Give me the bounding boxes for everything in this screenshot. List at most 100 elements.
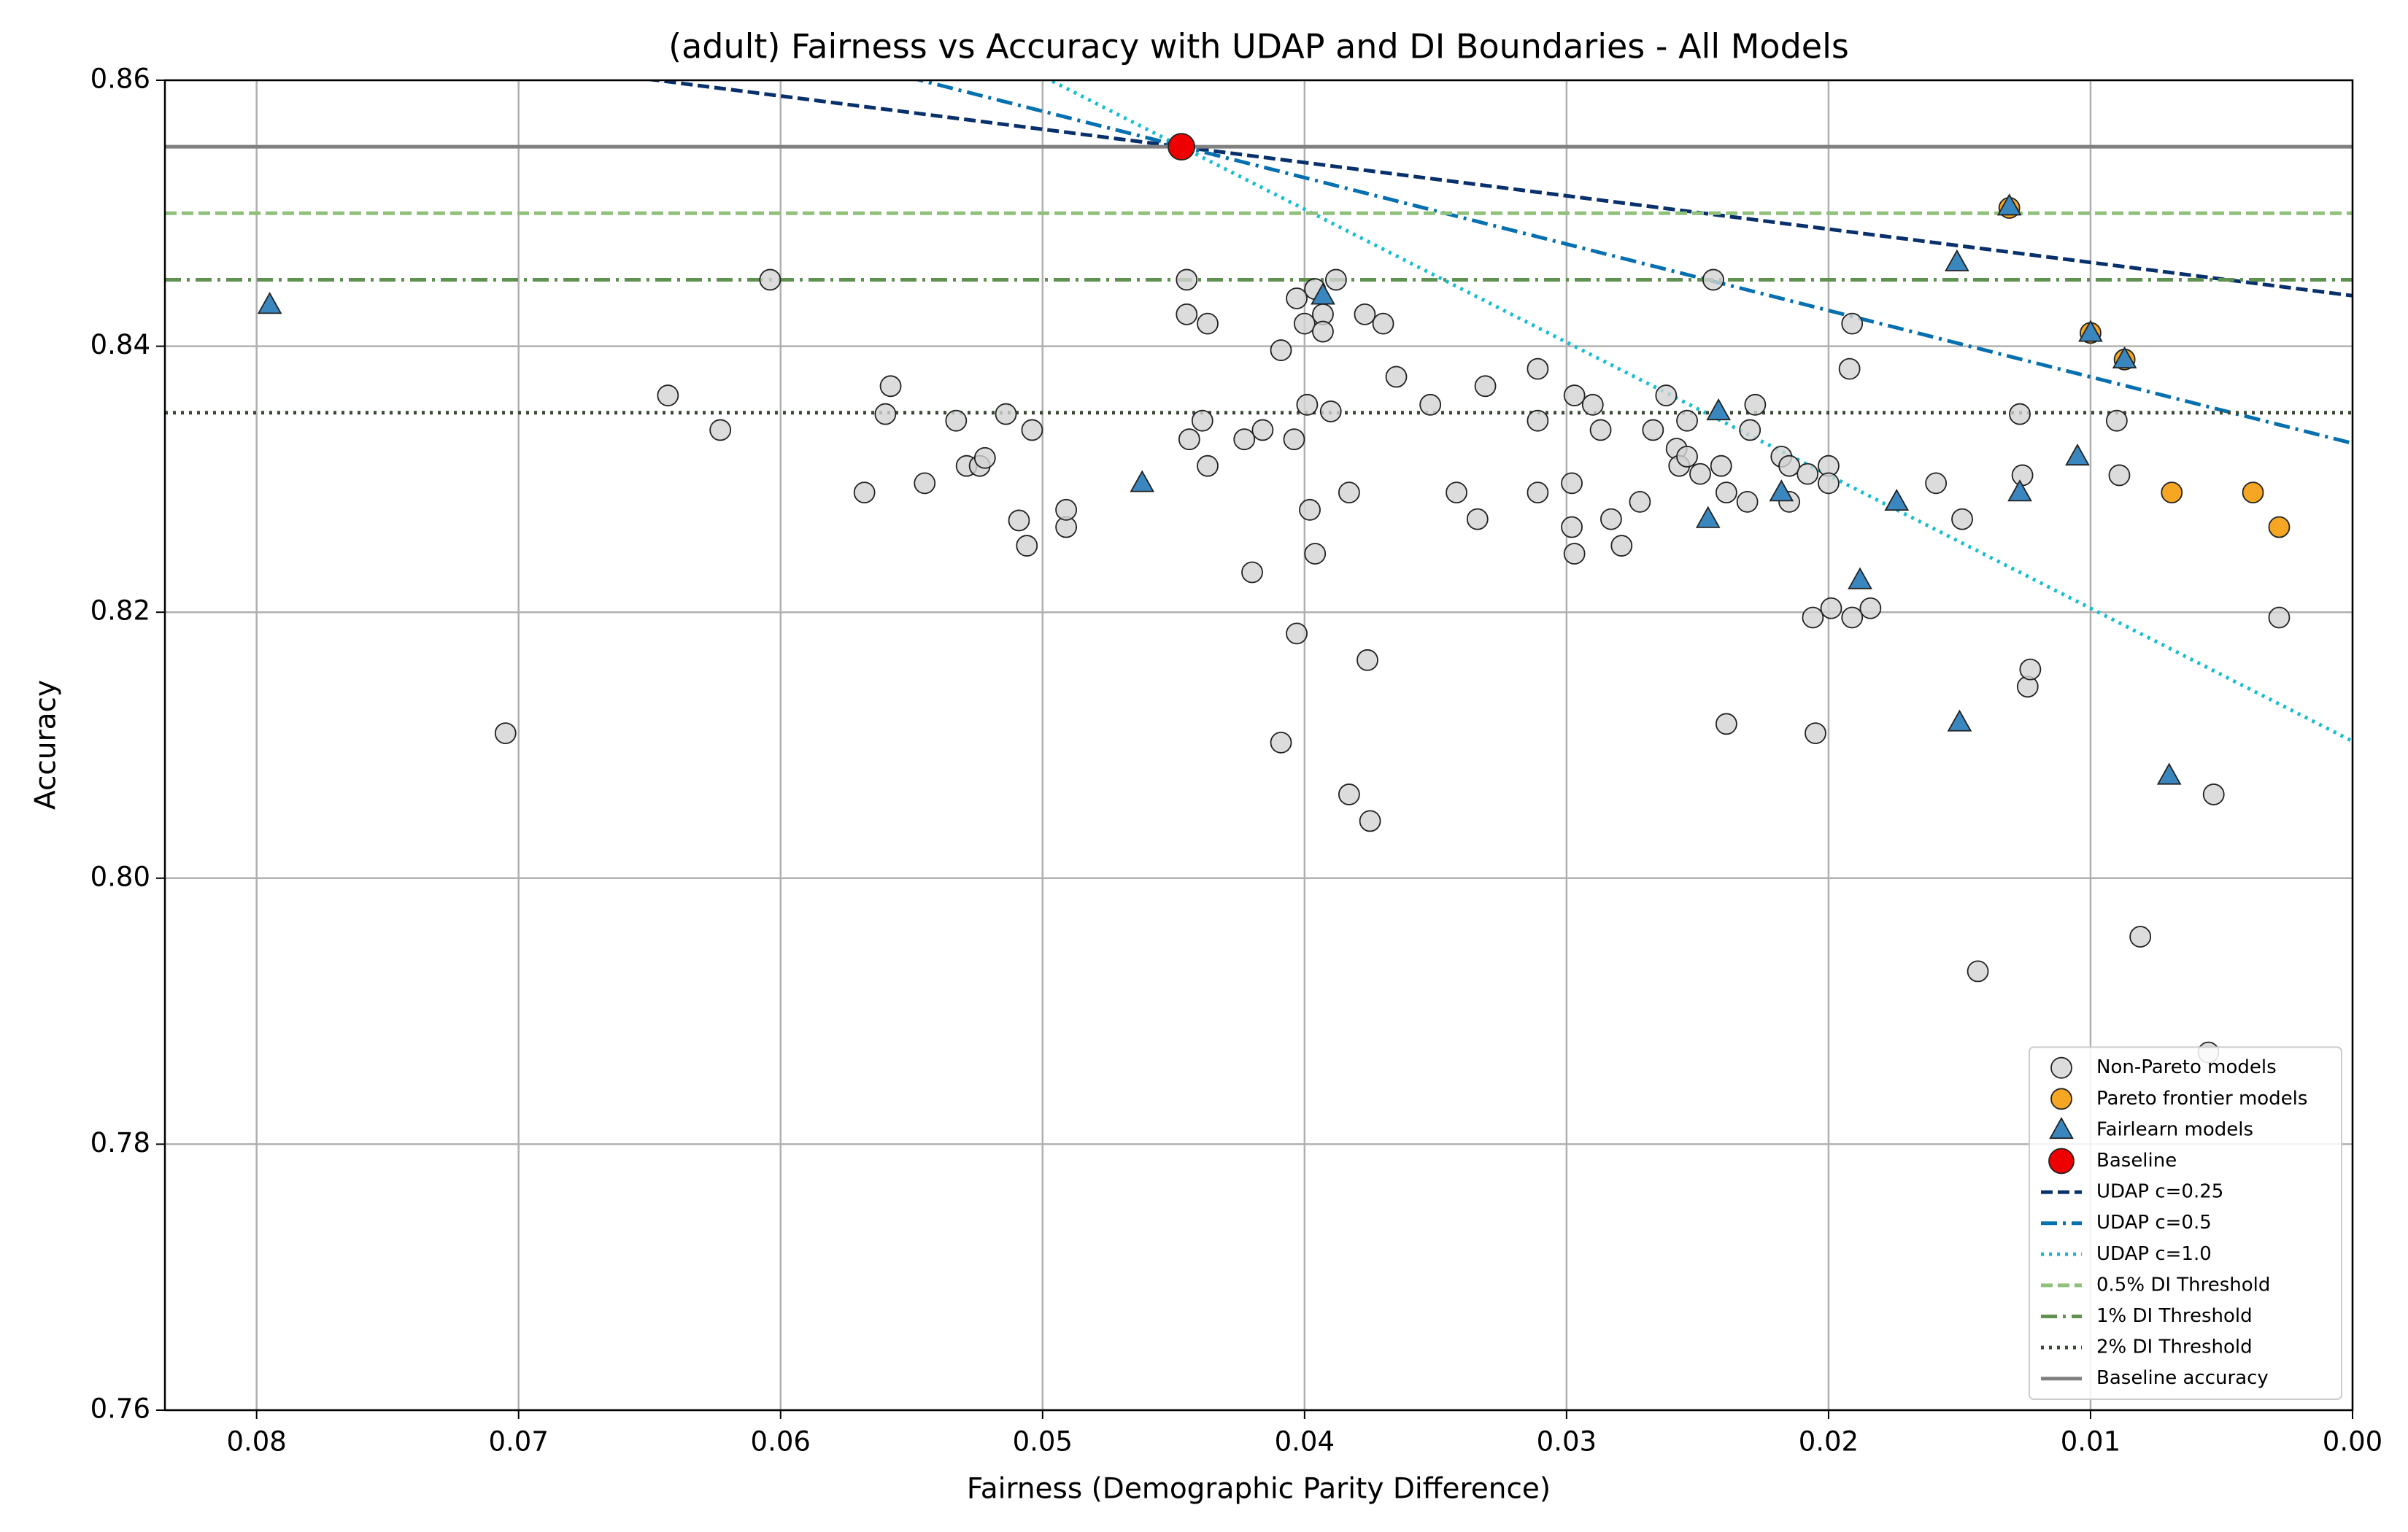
line <box>913 80 2353 446</box>
point <box>2108 464 2131 487</box>
point <box>1563 384 1586 406</box>
point <box>1293 312 1316 335</box>
point <box>1466 508 1489 530</box>
point <box>1527 409 1549 432</box>
x-tick-label: 0.02 <box>1799 1426 1859 1458</box>
x-tick-label: 0.05 <box>1013 1426 1073 1458</box>
point <box>1642 419 1664 441</box>
legend-label: UDAP c=0.25 <box>2096 1181 2223 1203</box>
point <box>1385 365 1408 388</box>
triangle-point <box>2078 320 2103 342</box>
y-tick-label: 0.80 <box>90 861 150 892</box>
point <box>2202 784 2225 805</box>
point <box>1715 713 1737 735</box>
point <box>1446 481 1467 504</box>
point <box>1841 606 1864 629</box>
legend-label: 0.5% DI Threshold <box>2096 1274 2270 1296</box>
point <box>1629 490 1651 513</box>
point <box>1676 446 1698 468</box>
point <box>1702 268 1724 291</box>
x-tick-label: 0.04 <box>1275 1426 1335 1458</box>
triangle-point <box>1130 470 1155 492</box>
legend-marker <box>2050 1088 2072 1110</box>
point <box>1736 490 1759 513</box>
point <box>1838 357 1861 380</box>
point <box>1178 428 1200 451</box>
point <box>1474 375 1497 398</box>
legend-label: UDAP c=0.5 <box>2096 1212 2212 1234</box>
y-axis-label: Accuracy <box>30 680 63 810</box>
point <box>1841 312 1864 335</box>
point <box>1338 784 1360 805</box>
point <box>1241 561 1263 584</box>
point <box>1357 649 1378 671</box>
point <box>759 268 782 291</box>
point <box>2161 481 2183 504</box>
point <box>1312 320 1334 343</box>
point <box>973 446 996 469</box>
point <box>1021 419 1043 441</box>
legend-label: Baseline accuracy <box>2096 1367 2269 1389</box>
chart-title: (adult) Fairness vs Accuracy with UDAP a… <box>668 27 1849 66</box>
point <box>1197 454 1219 477</box>
point <box>2129 926 2152 948</box>
x-tick-label: 0.08 <box>226 1426 286 1458</box>
y-tick-label: 0.86 <box>90 63 150 95</box>
x-tick-label: 0.03 <box>1537 1426 1597 1458</box>
point <box>1016 535 1038 557</box>
point <box>1283 428 1305 451</box>
point <box>1925 472 1948 495</box>
y-tick-label: 0.82 <box>90 595 150 627</box>
point <box>1610 535 1633 557</box>
point <box>1191 409 1213 432</box>
triangle-point <box>2112 346 2137 369</box>
point <box>1251 419 1274 441</box>
triangle-point <box>1695 506 1721 528</box>
point <box>914 472 936 495</box>
y-tick-label: 0.84 <box>90 329 150 360</box>
point <box>2242 481 2264 504</box>
point <box>2268 606 2291 629</box>
point <box>1967 960 1989 983</box>
point <box>709 419 732 441</box>
point <box>1820 597 1842 619</box>
x-tick-label: 0.00 <box>2323 1426 2382 1458</box>
legend-label: 1% DI Threshold <box>2096 1305 2253 1327</box>
point <box>1286 622 1308 645</box>
plot-area <box>165 80 2353 1064</box>
point <box>1354 303 1376 325</box>
point <box>1419 393 1442 416</box>
point <box>1689 463 1711 485</box>
point <box>1710 454 1732 477</box>
point <box>1304 543 1327 565</box>
point <box>1197 312 1219 335</box>
point <box>1372 312 1394 335</box>
point <box>2011 464 2034 487</box>
legend: Non-Pareto models Pareto frontier models F… <box>2029 1046 2342 1401</box>
legend-marker <box>2050 1056 2072 1079</box>
point <box>1589 419 1612 441</box>
point <box>1563 543 1586 565</box>
point <box>945 409 968 432</box>
point <box>657 384 679 406</box>
point <box>2268 516 2291 538</box>
y-tick-label: 0.78 <box>90 1127 150 1158</box>
point <box>1008 509 1030 532</box>
point <box>1715 481 1737 504</box>
point <box>1561 472 1583 495</box>
point <box>1600 508 1622 530</box>
axes: 0.08 0.07 0.06 0.05 0.04 0.03 0.02 0.01 0.00 0.76… <box>90 63 2383 1458</box>
point <box>1270 339 1292 361</box>
point <box>1676 409 1698 432</box>
legend-label: UDAP c=1.0 <box>2096 1243 2212 1265</box>
point <box>1319 401 1342 422</box>
point <box>1055 498 1078 521</box>
triangle-point <box>1706 398 1731 421</box>
x-tick-label: 0.01 <box>2061 1426 2120 1458</box>
legend-label: Fairlearn models <box>2096 1118 2253 1140</box>
x-axis-label: Fairness (Demographic Parity Difference) <box>967 1473 1551 1506</box>
point <box>2009 403 2031 425</box>
point <box>494 722 517 744</box>
legend-marker <box>2049 1116 2074 1140</box>
